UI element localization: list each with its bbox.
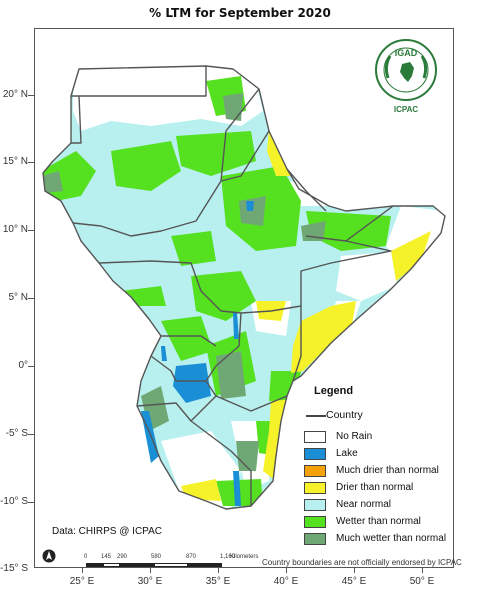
map-title: % LTM for September 2020	[149, 6, 331, 20]
scale-tick-label: 1,160	[220, 554, 236, 560]
map-canvas	[42, 65, 446, 510]
legend-item: Near normal	[304, 499, 454, 513]
lon-label-35e: 35° E	[205, 576, 231, 587]
scale-segment	[120, 563, 154, 567]
legend-item: Wetter than normal	[304, 516, 454, 530]
legend-item: Drier than normal	[304, 482, 454, 496]
lat-tick	[28, 95, 34, 96]
scale-unit: Kilometers	[230, 554, 259, 560]
legend-country-label: Country	[326, 409, 363, 421]
wetter-region	[306, 211, 391, 251]
legend-item-label: Much drier than normal	[336, 465, 439, 476]
lake-victoria	[173, 363, 211, 403]
much-wetter-region	[43, 171, 63, 193]
legend-swatch	[304, 431, 326, 443]
lake-albert	[161, 346, 167, 361]
lat-label-5n: 5° N	[8, 292, 28, 303]
scale-segment	[188, 563, 222, 567]
lat-label-15s: -15° S	[0, 563, 28, 574]
scale-tick-label: 145	[101, 554, 112, 560]
legend-item: Much wetter than normal	[304, 533, 454, 547]
lat-tick	[28, 162, 34, 163]
wetter-region	[171, 231, 216, 266]
footnote: Country boundaries are not officially en…	[262, 558, 462, 567]
scale-segment	[103, 563, 120, 567]
lon-tick	[82, 568, 83, 573]
lake-tana	[246, 201, 254, 211]
logo-title: IGAD	[395, 48, 418, 58]
legend-item: Lake	[304, 448, 454, 462]
legend-item: No Rain	[304, 431, 454, 445]
drier-region	[291, 301, 356, 373]
data-credit: Data: CHIRPS @ ICPAC	[52, 526, 162, 537]
lat-tick	[28, 502, 34, 503]
no-rain-region	[336, 251, 401, 301]
scale-tick-label: 580	[151, 554, 162, 560]
lat-tick	[28, 366, 34, 367]
lon-label-50e: 50° E	[409, 576, 435, 587]
lon-tick	[286, 568, 287, 573]
lon-tick	[354, 568, 355, 573]
legend-title: Legend	[314, 385, 354, 397]
wetter-region	[176, 131, 256, 176]
legend-item-label: Much wetter than normal	[336, 533, 447, 544]
wetter-region	[111, 141, 181, 191]
drier-region	[391, 231, 431, 281]
lat-label-10s: -10° S	[0, 496, 28, 507]
legend-item-label: No Rain	[336, 431, 373, 442]
lat-label-0: 0°	[18, 360, 28, 371]
lat-tick	[28, 230, 34, 231]
lon-tick	[422, 568, 423, 573]
legend-swatch	[304, 465, 326, 477]
legend-swatch	[304, 482, 326, 494]
much-wetter-region	[216, 351, 246, 399]
legend-swatch	[304, 533, 326, 545]
lake-turkana	[233, 313, 239, 339]
scale-tick-label: 870	[186, 554, 197, 560]
country-line-swatch	[306, 415, 326, 417]
lake-malawi	[233, 471, 241, 506]
legend-item-label: Lake	[336, 448, 358, 459]
lat-label-10n: 10° N	[2, 224, 28, 235]
lat-label-20n: 20° N	[2, 89, 28, 100]
legend-swatch	[304, 448, 326, 460]
legend-swatch	[304, 499, 326, 511]
legend-item-label: Wetter than normal	[336, 516, 421, 527]
wetter-region	[161, 316, 213, 361]
scale-segment	[86, 563, 103, 567]
north-arrow-icon	[42, 549, 56, 563]
lon-label-45e: 45° E	[341, 576, 367, 587]
lat-label-5s: -5° S	[5, 428, 28, 439]
much-wetter-region	[236, 441, 259, 471]
lat-label-15n: 15° N	[2, 156, 28, 167]
legend-item-label: Near normal	[336, 499, 392, 510]
map-frame	[34, 28, 454, 568]
lon-label-30e: 30° E	[137, 576, 163, 587]
legend-item-label: Drier than normal	[336, 482, 414, 493]
lat-tick	[28, 434, 34, 435]
logo-caption: ICPAC	[393, 105, 419, 114]
igad-logo: IGAD	[375, 39, 437, 101]
lon-label-40e: 40° E	[273, 576, 299, 587]
much-wetter-region	[223, 93, 243, 121]
wetter-region	[191, 271, 256, 321]
lon-tick	[150, 568, 151, 573]
scale-tick-label: 290	[117, 554, 128, 560]
legend-item: Much drier than normal	[304, 465, 454, 479]
scale-segment	[154, 563, 188, 567]
country-borders	[42, 65, 446, 510]
lon-tick	[218, 568, 219, 573]
lon-label-25e: 25° E	[69, 576, 95, 587]
scale-tick-label: 0	[84, 554, 88, 560]
lat-tick	[28, 298, 34, 299]
legend-swatch	[304, 516, 326, 528]
